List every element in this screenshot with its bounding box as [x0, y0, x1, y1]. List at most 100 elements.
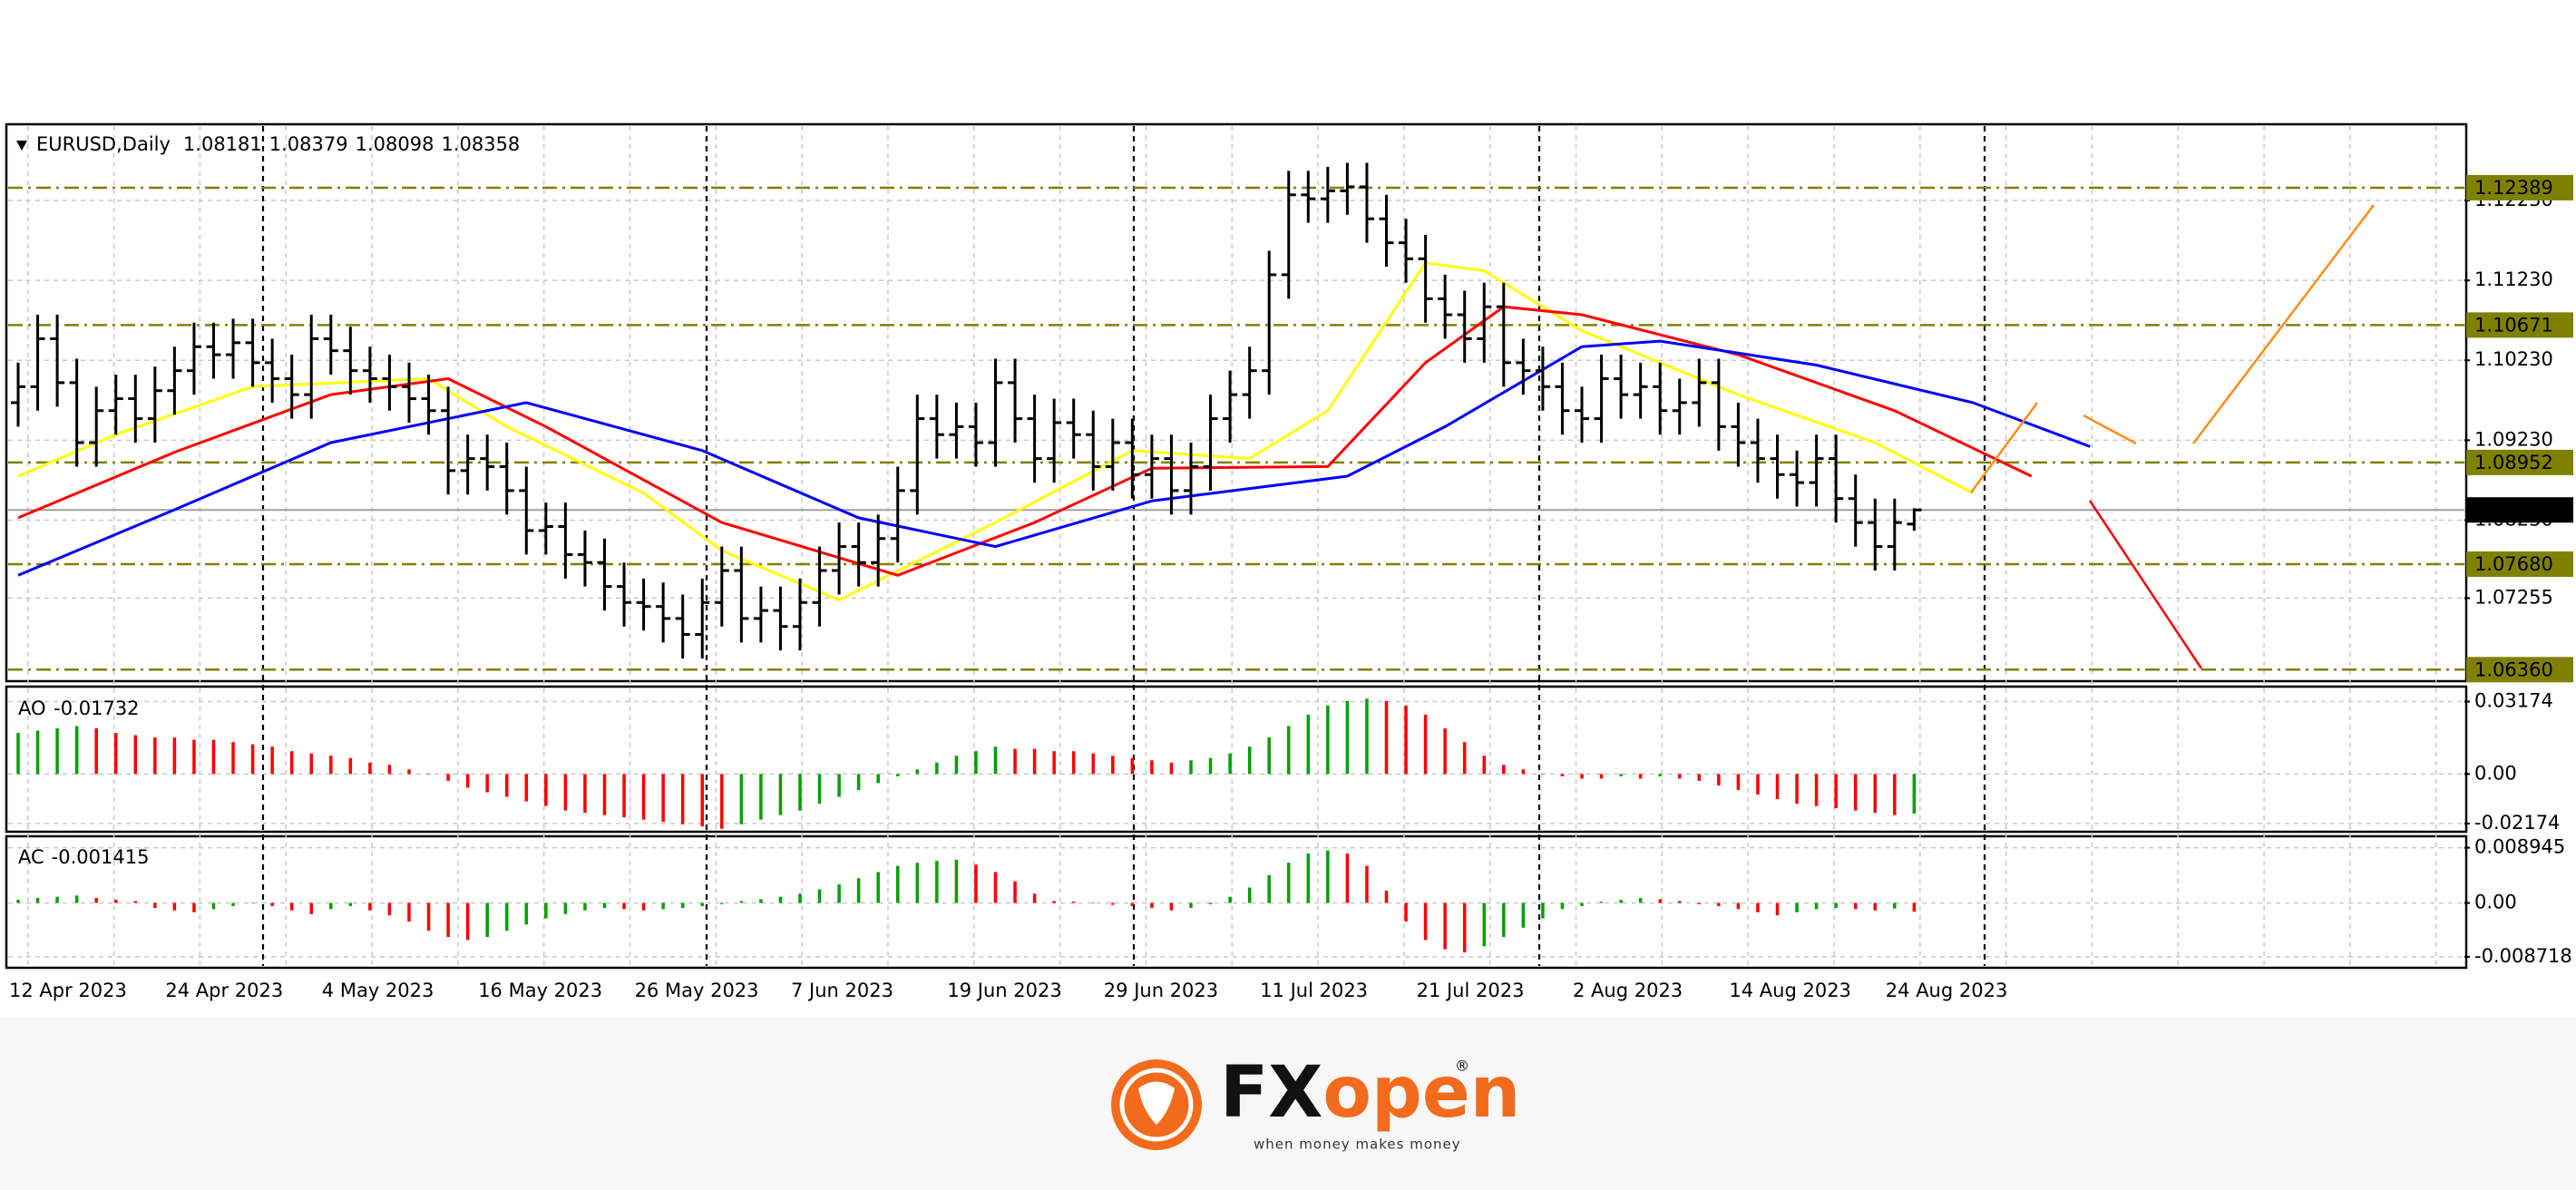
y-tick-label: 0.00 — [2474, 892, 2517, 913]
histogram-bar — [544, 774, 548, 806]
histogram-bar — [1345, 700, 1350, 775]
y-tick-label: 0.008945 — [2474, 836, 2565, 858]
histogram-bar — [426, 774, 431, 775]
histogram-bar — [465, 774, 470, 788]
histogram-bar — [1267, 874, 1271, 903]
histogram-bar — [485, 902, 489, 937]
indicator-name: AO — [18, 697, 46, 719]
histogram-bar — [1247, 746, 1252, 775]
histogram-bar — [1091, 753, 1095, 775]
histogram-bar — [798, 774, 802, 811]
histogram-bar — [1208, 902, 1213, 904]
histogram-bar — [583, 902, 587, 911]
last-open: 1.08181 — [183, 133, 262, 155]
histogram-bar — [641, 774, 646, 820]
histogram-bar — [915, 863, 920, 903]
histogram-bar — [602, 902, 607, 908]
histogram-bar — [1599, 774, 1604, 779]
current-price-label: 1.08358 — [2474, 499, 2553, 521]
histogram-bar — [1130, 757, 1135, 775]
histogram-bar — [94, 728, 98, 775]
x-tick-label: 12 Apr 2023 — [9, 980, 127, 1001]
histogram-bar — [368, 762, 372, 775]
histogram-bar — [192, 739, 196, 775]
histogram-bar — [1560, 902, 1565, 910]
histogram-bar — [1111, 756, 1115, 775]
histogram-bar — [954, 756, 959, 775]
histogram-bar — [720, 902, 724, 904]
histogram-bar — [1697, 774, 1702, 781]
histogram-bar — [817, 774, 822, 805]
histogram-bar — [622, 774, 626, 818]
histogram-bar — [1736, 902, 1741, 910]
logo-tagline: when money makes money — [1254, 1136, 1461, 1153]
histogram-bar — [465, 902, 470, 941]
histogram-bar — [270, 902, 274, 906]
histogram-bar — [1541, 902, 1545, 919]
level-badge — [2466, 174, 2573, 200]
histogram-bar — [1071, 751, 1076, 775]
histogram-bar — [954, 859, 959, 903]
histogram-bar — [700, 774, 704, 827]
histogram-bar — [1697, 902, 1702, 904]
level-label: 1.10671 — [2474, 314, 2553, 336]
histogram-bar — [211, 902, 216, 910]
last-high: 1.08379 — [269, 133, 348, 155]
histogram-bar — [602, 774, 607, 815]
histogram-bar — [1052, 751, 1056, 775]
symbol: EURUSD,Daily — [36, 133, 171, 155]
histogram-bar — [446, 902, 450, 937]
y-tick-label: 0.03174 — [2474, 689, 2553, 711]
histogram-bar — [192, 902, 196, 912]
histogram-bar — [505, 774, 509, 797]
logo: FXopen ® when money makes money — [1111, 1052, 1520, 1153]
histogram-bar — [1795, 774, 1799, 805]
histogram-bar — [211, 739, 216, 775]
menu-triangle[interactable] — [16, 141, 27, 151]
histogram-bar — [1306, 714, 1311, 775]
histogram-bar — [153, 902, 157, 908]
x-tick-label: 24 Apr 2023 — [165, 980, 283, 1001]
logo-registered: ® — [1455, 1058, 1469, 1075]
histogram-bar — [1580, 774, 1584, 779]
histogram-bar — [329, 756, 333, 775]
indicator-label: AC -0.001415 — [18, 846, 149, 868]
histogram-bar — [1638, 898, 1643, 903]
histogram-bar — [1853, 774, 1858, 811]
level-badge — [2466, 449, 2573, 475]
histogram-bar — [1032, 893, 1037, 903]
histogram-bar — [1091, 902, 1095, 904]
histogram-bar — [1893, 902, 1897, 909]
histogram-bar — [1052, 901, 1056, 903]
histogram-bar — [35, 730, 40, 775]
y-tick-label: -0.008718 — [2474, 945, 2572, 967]
histogram-bar — [94, 898, 98, 903]
histogram-bar — [856, 774, 861, 790]
histogram-bar — [896, 865, 900, 903]
histogram-bar — [798, 893, 802, 903]
trend-line — [1969, 402, 2039, 493]
histogram-bar — [1678, 901, 1682, 903]
ac-panel-frame — [5, 834, 2468, 970]
histogram-bar — [1443, 728, 1447, 775]
histogram-bar — [387, 902, 392, 916]
histogram-bar — [55, 896, 59, 903]
histogram-bar — [1580, 902, 1584, 906]
y-tick-label: -0.02174 — [2474, 812, 2560, 834]
histogram-bar — [1619, 774, 1623, 776]
logo-emblem-ring — [1119, 1068, 1194, 1142]
histogram-bar — [1619, 900, 1623, 903]
histogram-bar — [1032, 748, 1037, 775]
histogram-bar — [309, 753, 313, 775]
ao-panel-frame — [5, 685, 2468, 834]
histogram-bar — [1893, 774, 1897, 815]
histogram-bar — [1502, 902, 1506, 937]
histogram-bar — [1384, 700, 1389, 775]
histogram-bar — [1326, 705, 1330, 775]
histogram-bar — [1404, 705, 1408, 775]
histogram-bar — [993, 746, 998, 775]
histogram-bar — [1482, 756, 1486, 775]
histogram-bar — [680, 774, 685, 824]
histogram-bar — [759, 899, 763, 903]
level-badge — [2466, 551, 2573, 577]
